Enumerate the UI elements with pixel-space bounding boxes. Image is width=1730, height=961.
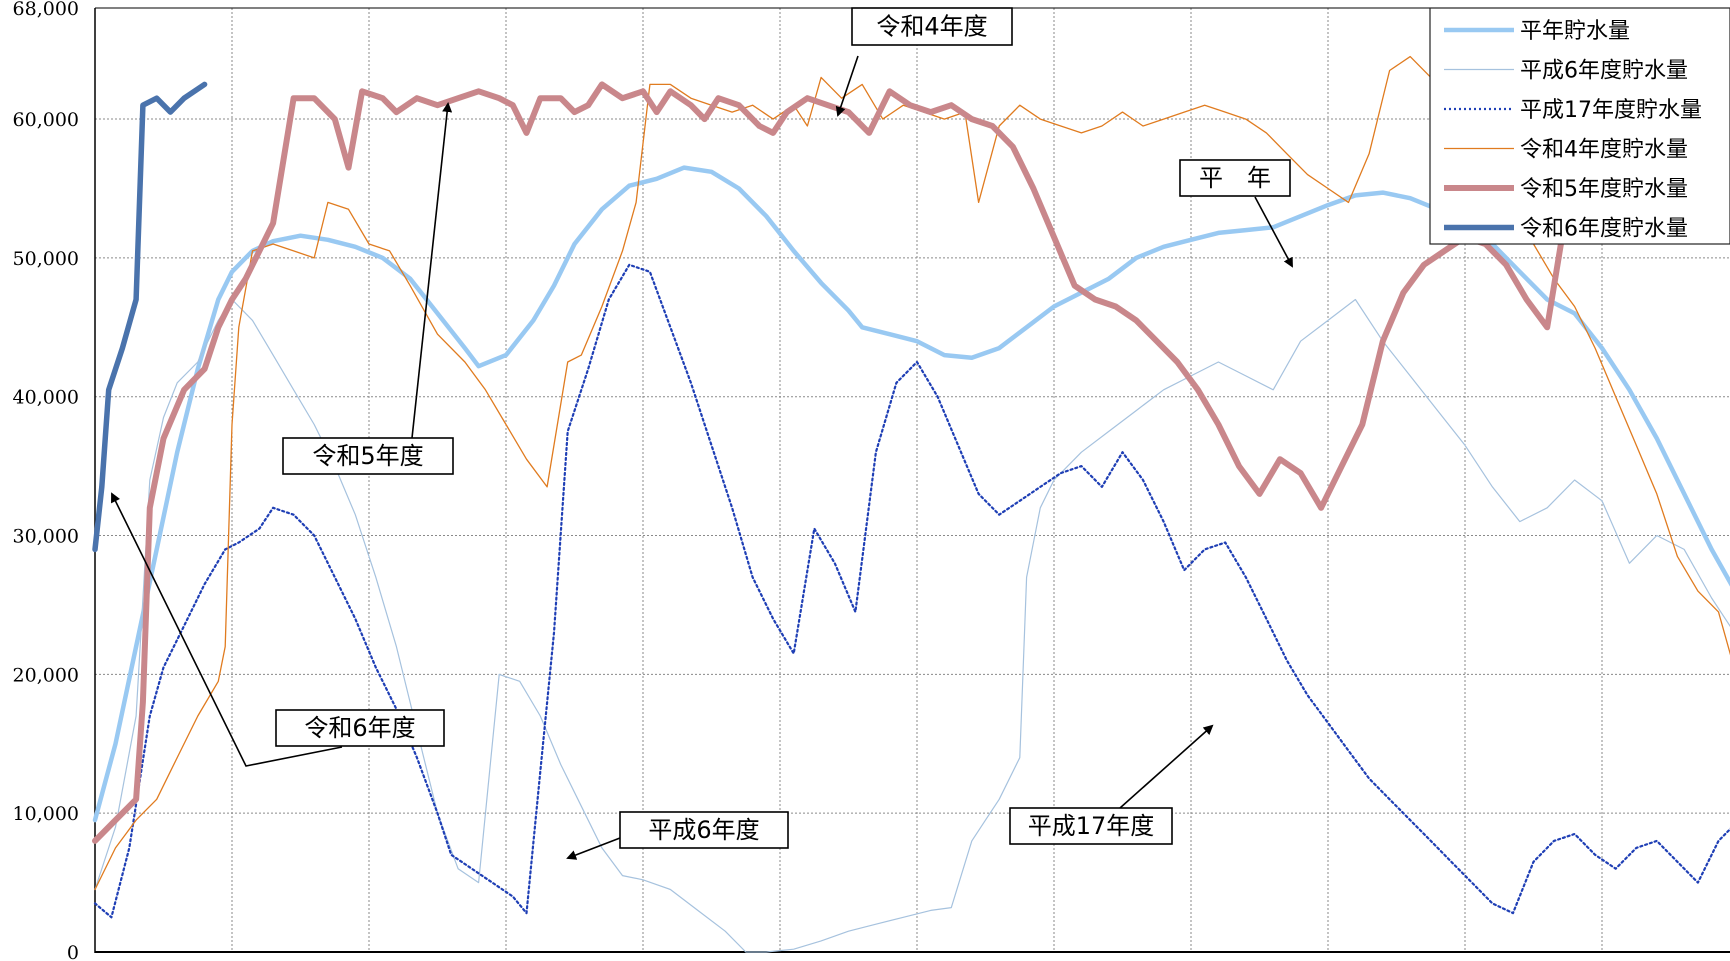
y-tick-label: 40,000 bbox=[13, 387, 79, 409]
callout-label-5: 平 年 bbox=[1199, 164, 1271, 192]
series-line-2 bbox=[93, 263, 1730, 919]
callout-label-3: 平成6年度 bbox=[648, 816, 759, 844]
y-tick-label: 68,000 bbox=[13, 0, 79, 20]
callout-arrow-2 bbox=[111, 492, 343, 767]
callout-label-2: 令和6年度 bbox=[304, 714, 415, 742]
legend-label-5: 令和6年度貯水量 bbox=[1520, 217, 1688, 242]
legend: 平年貯水量平成6年度貯水量平成17年度貯水量令和4年度貯水量令和5年度貯水量令和… bbox=[1429, 7, 1730, 245]
callout-box-3 bbox=[619, 811, 789, 849]
series-line-4 bbox=[92, 39, 1730, 844]
y-tick-label: 30,000 bbox=[13, 526, 79, 548]
callout-arrow-1 bbox=[411, 102, 453, 439]
legend-label-0: 平年貯水量 bbox=[1520, 19, 1630, 44]
callout-label-1: 令和5年度 bbox=[312, 442, 423, 470]
legend-label-4: 令和5年度貯水量 bbox=[1520, 177, 1688, 202]
callout-arrow-3 bbox=[566, 837, 621, 860]
series-line-5 bbox=[92, 81, 208, 553]
y-tick-label: 10,000 bbox=[13, 803, 79, 825]
callout-arrow-0 bbox=[835, 55, 859, 117]
series-line-0 bbox=[92, 165, 1730, 823]
y-tick-label: 0 bbox=[67, 942, 79, 961]
callout-box-2 bbox=[275, 709, 445, 747]
callout-arrow-5 bbox=[1254, 196, 1293, 268]
series-line-3 bbox=[94, 55, 1730, 891]
axes: 0 10,000 20,000 30,000 40,000 50,000 60,000 68,… bbox=[13, 0, 1730, 961]
legend-label-1: 平成6年度貯水量 bbox=[1520, 59, 1688, 84]
y-tick-label: 60,000 bbox=[13, 109, 79, 131]
series-line-1 bbox=[94, 298, 1730, 953]
y-tick-label: 50,000 bbox=[13, 248, 79, 270]
callout-box-5 bbox=[1179, 159, 1291, 197]
series-lines bbox=[92, 39, 1730, 953]
legend-box bbox=[1429, 7, 1730, 245]
legend-label-3: 令和4年度貯水量 bbox=[1520, 138, 1688, 163]
callout-box-4 bbox=[1009, 807, 1173, 845]
callout-label-4: 平成17年度 bbox=[1028, 812, 1155, 840]
callout-box-1 bbox=[282, 437, 454, 475]
callout-box-0 bbox=[851, 7, 1013, 46]
y-tick-label: 20,000 bbox=[13, 664, 79, 686]
legend-label-2: 平成17年度貯水量 bbox=[1520, 98, 1702, 123]
callout-label-0: 令和4年度 bbox=[876, 13, 987, 41]
callout-arrow-4 bbox=[1119, 724, 1214, 809]
